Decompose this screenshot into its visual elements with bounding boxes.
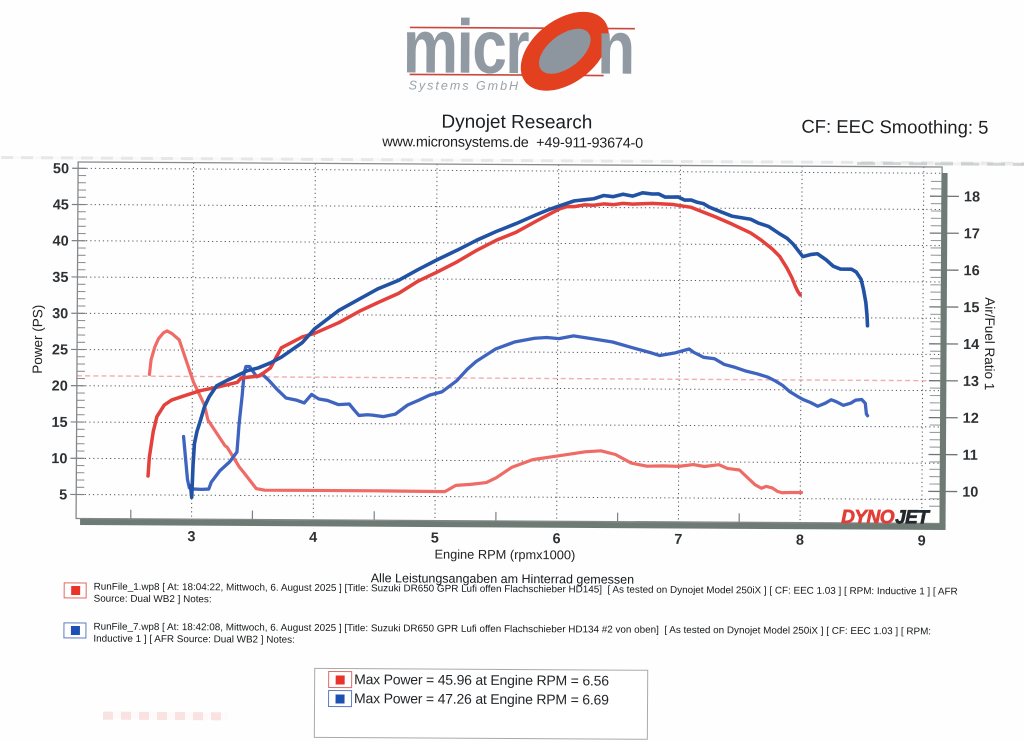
svg-text:Systems GmbH: Systems GmbH <box>409 78 521 93</box>
svg-text:18: 18 <box>964 189 980 205</box>
svg-text:15: 15 <box>963 300 979 316</box>
svg-text:30: 30 <box>52 306 68 322</box>
svg-text:8: 8 <box>796 533 804 549</box>
svg-text:7: 7 <box>674 532 682 548</box>
svg-text:6: 6 <box>552 531 560 547</box>
svg-text:13: 13 <box>963 374 979 390</box>
svg-text:17: 17 <box>964 226 980 242</box>
svg-text:Power (PS): Power (PS) <box>30 305 45 374</box>
svg-text:DYNO: DYNO <box>841 507 895 528</box>
svg-text:Engine RPM (rpmx1000): Engine RPM (rpmx1000) <box>434 547 575 563</box>
svg-text:45: 45 <box>53 197 69 213</box>
svg-text:25: 25 <box>52 342 68 358</box>
svg-text:11: 11 <box>962 448 977 464</box>
svg-text:20: 20 <box>52 379 68 395</box>
svg-text:3: 3 <box>187 529 195 545</box>
svg-text:12: 12 <box>963 411 979 427</box>
svg-text:14: 14 <box>963 337 979 353</box>
svg-text:50: 50 <box>53 161 69 177</box>
svg-text:10: 10 <box>962 485 978 501</box>
svg-text:40: 40 <box>52 234 68 250</box>
svg-text:4: 4 <box>309 530 317 546</box>
svg-text:Air/Fuel Ratio 1: Air/Fuel Ratio 1 <box>982 297 998 390</box>
svg-text:5: 5 <box>59 487 67 503</box>
svg-text:35: 35 <box>52 270 68 286</box>
svg-text:15: 15 <box>51 415 67 431</box>
svg-text:10: 10 <box>51 451 67 467</box>
svg-text:16: 16 <box>963 263 979 279</box>
svg-text:JET: JET <box>895 507 930 528</box>
svg-text:n: n <box>597 5 636 91</box>
svg-text:9: 9 <box>918 533 926 549</box>
svg-text:5: 5 <box>431 531 439 547</box>
svg-text:micr: micr <box>403 3 529 89</box>
